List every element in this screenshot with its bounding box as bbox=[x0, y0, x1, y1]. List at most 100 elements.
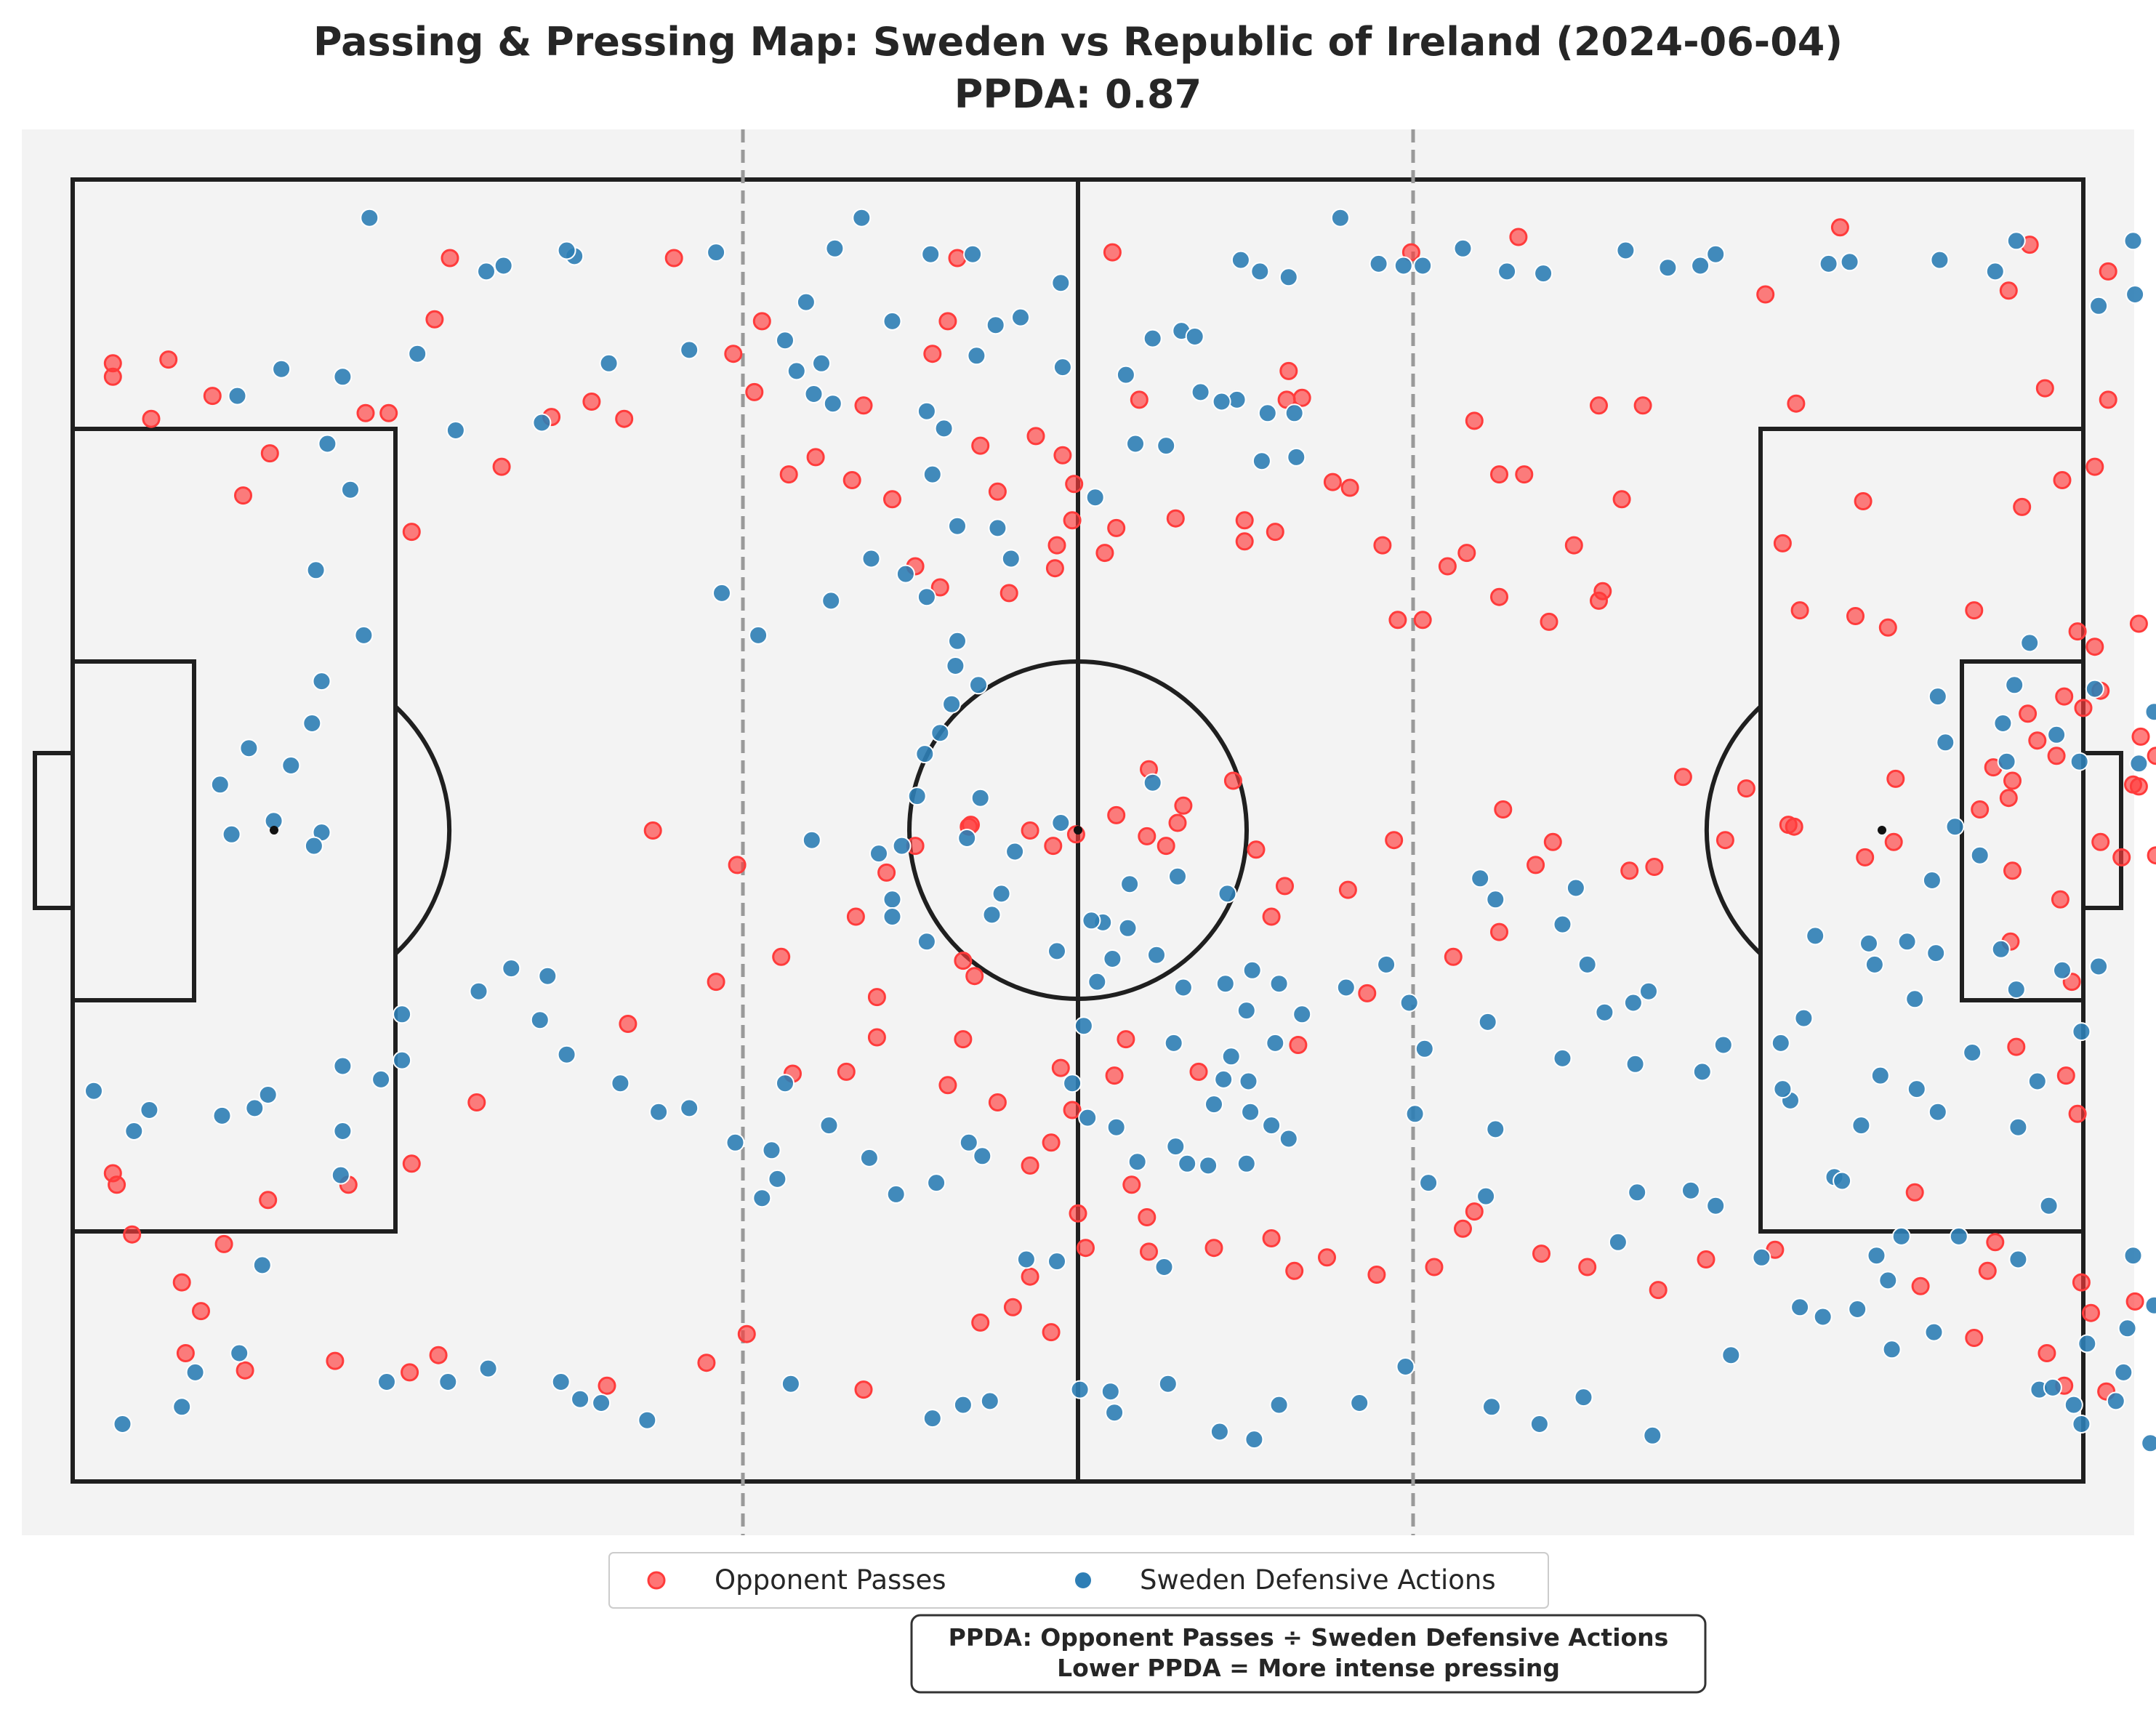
defensive-action-point bbox=[1851, 1116, 1871, 1135]
defensive-action-point bbox=[980, 1391, 999, 1411]
defensive-action-point bbox=[1085, 488, 1105, 507]
defensive-action-point bbox=[1336, 978, 1356, 997]
defensive-action-point bbox=[1396, 1357, 1415, 1376]
defensive-action-point bbox=[982, 905, 1002, 925]
defensive-action-point bbox=[538, 966, 558, 986]
pass-point bbox=[1340, 478, 1359, 497]
defensive-action-point bbox=[1292, 1005, 1312, 1024]
defensive-action-point bbox=[1865, 954, 1884, 974]
defensive-action-point bbox=[2077, 1334, 2097, 1354]
pass-point bbox=[1633, 396, 1652, 415]
pass-point bbox=[1045, 559, 1064, 578]
defensive-action-point bbox=[812, 353, 831, 373]
pass-point bbox=[1540, 612, 1558, 631]
defensive-action-point bbox=[821, 591, 841, 611]
pass-point bbox=[1235, 532, 1254, 551]
defensive-action-point bbox=[1369, 254, 1388, 273]
pass-point bbox=[379, 403, 398, 422]
legend: Opponent Passes Sweden Defensive Actions bbox=[608, 1552, 1549, 1609]
defensive-action-point bbox=[1963, 1043, 1982, 1062]
pass-point bbox=[883, 490, 901, 509]
zone-lines bbox=[741, 129, 1415, 1535]
left-goal bbox=[33, 751, 75, 910]
defensive-action-point bbox=[1692, 1062, 1712, 1082]
defensive-action-point bbox=[1471, 869, 1490, 888]
defensive-action-point bbox=[2005, 675, 2024, 695]
right-goal bbox=[2081, 751, 2123, 910]
defensive-action-point bbox=[1415, 1039, 1434, 1058]
pass-point bbox=[1986, 1233, 2005, 1252]
pass-point bbox=[1854, 492, 1873, 510]
pass-point bbox=[664, 249, 683, 268]
pass-point bbox=[1773, 534, 1792, 552]
defensive-action-point bbox=[1867, 1246, 1886, 1266]
defensive-action-point bbox=[882, 890, 902, 909]
pass-point bbox=[1593, 582, 1612, 600]
pass-point bbox=[737, 1324, 756, 1343]
pass-point bbox=[1779, 816, 1798, 835]
defensive-action-point bbox=[1399, 993, 1419, 1013]
defensive-action-point bbox=[1928, 1102, 1947, 1122]
defensive-action-point bbox=[1143, 329, 1162, 348]
defensive-action-point bbox=[796, 292, 816, 312]
pass-point bbox=[867, 1028, 886, 1047]
pass-point bbox=[1157, 837, 1175, 856]
pass-point bbox=[2129, 777, 2148, 796]
defensive-action-point bbox=[2144, 702, 2156, 722]
pass-point bbox=[2131, 727, 2150, 746]
defensive-action-point bbox=[557, 1045, 576, 1064]
defensive-action-point bbox=[787, 361, 806, 381]
defensive-action-point bbox=[973, 1146, 992, 1166]
defensive-action-point bbox=[1713, 1035, 1733, 1055]
defensive-action-point bbox=[859, 1148, 879, 1167]
pass-point bbox=[2047, 747, 2066, 765]
defensive-action-point bbox=[946, 656, 965, 675]
defensive-action-point bbox=[1922, 871, 1942, 890]
defensive-action-point bbox=[377, 1372, 396, 1391]
defensive-action-point bbox=[551, 1372, 571, 1391]
defensive-action-point bbox=[304, 836, 323, 856]
defensive-action-point bbox=[922, 1409, 942, 1428]
defensive-action-point bbox=[1681, 1181, 1700, 1200]
defensive-action-point bbox=[1639, 981, 1658, 1001]
defensive-action-point bbox=[1870, 1066, 1890, 1085]
defensive-action-point bbox=[2129, 754, 2149, 773]
defensive-action-point bbox=[1608, 1232, 1628, 1252]
pass-point bbox=[954, 1030, 973, 1049]
defensive-action-point bbox=[1997, 752, 2016, 771]
defensive-action-point bbox=[915, 744, 935, 764]
pass-point bbox=[1223, 771, 1242, 790]
pass-point bbox=[123, 1225, 142, 1244]
pass-point bbox=[1465, 411, 1484, 430]
pass-point bbox=[2053, 471, 2072, 489]
defensive-action-point bbox=[2069, 752, 2089, 771]
pass-point bbox=[1047, 536, 1066, 555]
pass-point bbox=[326, 1351, 345, 1370]
pass-point bbox=[1358, 984, 1377, 1002]
defensive-action-point bbox=[1158, 1374, 1178, 1394]
defensive-action-point bbox=[948, 516, 967, 536]
defensive-action-point bbox=[1949, 1226, 1968, 1246]
defensive-action-point bbox=[762, 1141, 781, 1160]
defensive-action-point bbox=[2006, 231, 2026, 251]
pass-point bbox=[2147, 846, 2156, 865]
right-penalty-arc bbox=[1704, 704, 1763, 956]
defensive-action-point bbox=[1752, 1247, 1771, 1267]
centre-spot bbox=[1074, 826, 1082, 835]
defensive-action-point bbox=[1221, 1047, 1241, 1066]
pass-point bbox=[1465, 1202, 1484, 1221]
pass-point bbox=[1168, 813, 1187, 832]
pass-point bbox=[1140, 1242, 1158, 1261]
pass-point bbox=[236, 1361, 254, 1380]
defensive-action-point bbox=[1011, 307, 1030, 327]
defensive-action-point bbox=[1087, 972, 1107, 992]
defensive-action-point bbox=[592, 1394, 611, 1412]
defensive-action-point bbox=[963, 244, 983, 264]
pass-point bbox=[425, 310, 444, 329]
pass-point bbox=[1077, 1239, 1095, 1258]
defensive-action-point bbox=[1706, 244, 1726, 264]
pass-point bbox=[1515, 465, 1534, 484]
pass-point bbox=[429, 1346, 448, 1364]
defensive-action-point bbox=[781, 1374, 800, 1394]
defensive-action-point bbox=[333, 367, 353, 387]
